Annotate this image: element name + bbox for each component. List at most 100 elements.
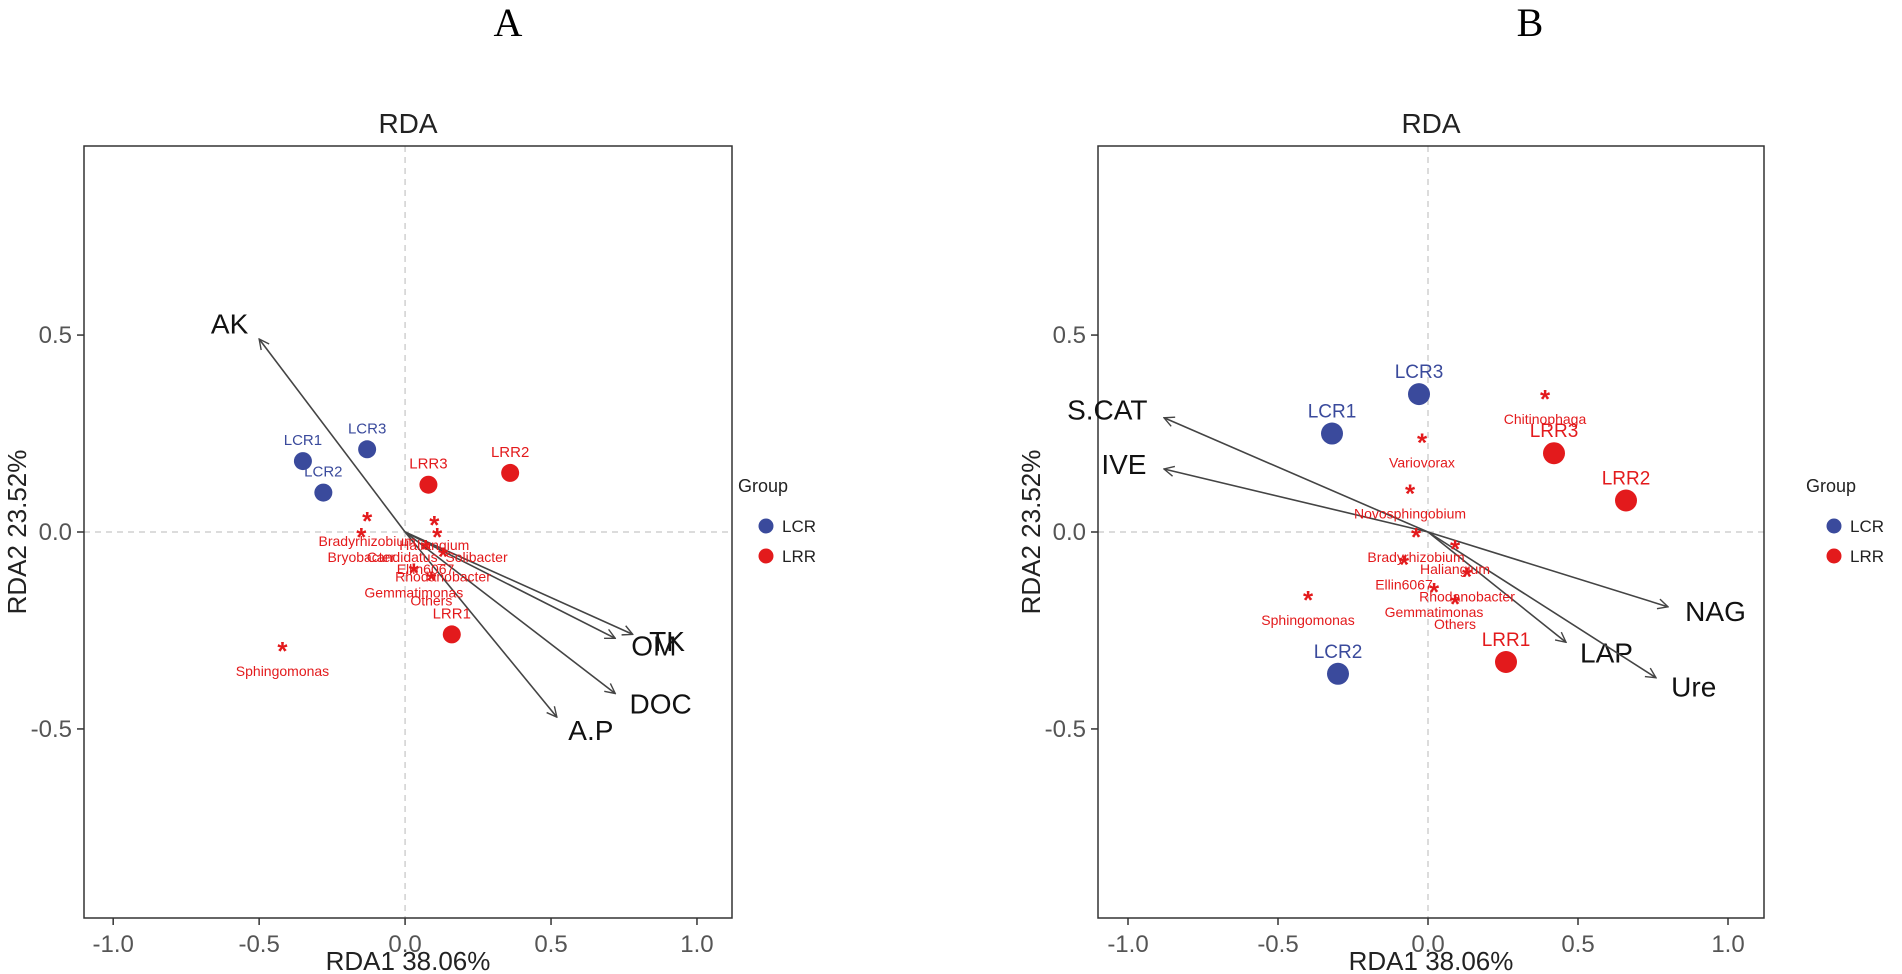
genus-label-sphingomonas: Sphingomonas bbox=[1261, 612, 1354, 628]
genus-marker-others: * bbox=[1450, 589, 1461, 619]
genus-label-novosphingobium: Novosphingobium bbox=[1354, 506, 1466, 522]
genus-marker-rhodanobacter: * bbox=[1462, 561, 1473, 591]
genus-marker-bradyrhizobium: * bbox=[362, 506, 373, 536]
panel-a-rda-plot: RDA -1.0 -0.5 0.0 0.5 1.0 0.5 0.0 -0.5 RDA1 38.06… bbox=[2, 108, 816, 974]
y-axis-title: RDA2 23.52% bbox=[2, 450, 32, 615]
env-arrow-a-p bbox=[404, 531, 557, 717]
env-arrow-ak bbox=[259, 339, 406, 533]
x-tick-label: -0.5 bbox=[1257, 931, 1298, 958]
genus-marker-chitinophaga: * bbox=[1540, 384, 1551, 414]
env-arrow-s-cat bbox=[1164, 418, 1429, 533]
legend-label-lcr: LCR bbox=[782, 517, 816, 536]
env-arrow-lap bbox=[1427, 531, 1566, 642]
genus-marker-others: * bbox=[426, 565, 437, 595]
y-axis-title: RDA2 23.52% bbox=[1016, 450, 1046, 615]
sample-point-lcr1 bbox=[293, 452, 312, 471]
x-tick-label: -0.5 bbox=[238, 931, 279, 958]
genus-marker-haliangium: * bbox=[429, 510, 440, 540]
legend-key-lrr bbox=[1826, 548, 1842, 564]
genus-label-bryobacter: Bryobacter bbox=[327, 549, 395, 565]
legend-label-lrr: LRR bbox=[782, 547, 816, 566]
genus-marker-candidatus-solibacter: * bbox=[432, 522, 443, 552]
x-tick-label: 0.5 bbox=[1561, 931, 1594, 958]
y-tick-label: 0.5 bbox=[39, 322, 72, 349]
x-axis-title: RDA1 38.06% bbox=[326, 946, 491, 974]
genus-label-haliangium: Haliangium bbox=[399, 537, 469, 553]
sample-point-lrr3 bbox=[1543, 442, 1565, 465]
genus-marker-sphingomonas: * bbox=[277, 636, 288, 666]
legend: Group LCR LRR bbox=[1806, 476, 1884, 566]
genus-label-ellin6067: Ellin6067 bbox=[397, 561, 455, 577]
genus-label-gemmatimonas: Gemmatimonas bbox=[364, 584, 463, 600]
legend-title: Group bbox=[1806, 476, 1856, 496]
legend-key-lrr bbox=[758, 548, 774, 564]
x-tick-label: 0.0 bbox=[388, 931, 421, 958]
x-tick-label: 0.5 bbox=[534, 931, 567, 958]
sample-label-lrr3: LRR3 bbox=[409, 456, 447, 473]
env-arrow-om bbox=[404, 531, 615, 640]
x-tick-label: 1.0 bbox=[1711, 931, 1744, 958]
env-arrow-ure bbox=[1427, 531, 1656, 678]
genus-label-rhodanobacter: Rhodanobacter bbox=[395, 569, 491, 585]
env-arrow-ive bbox=[1164, 469, 1429, 533]
genus-marker-rhodanobacter: * bbox=[438, 542, 449, 572]
sample-label-lcr2: LCR2 bbox=[304, 464, 342, 481]
y-tick-label: -0.5 bbox=[1045, 716, 1086, 743]
genus-marker-ellin6067: * bbox=[420, 534, 431, 564]
sample-point-lcr1 bbox=[1321, 422, 1343, 445]
genus-marker-ellin6067: * bbox=[1399, 550, 1410, 580]
genus-marker-gemmatimonas: * bbox=[1429, 577, 1440, 607]
env-arrow-label-lap: LAP bbox=[1580, 638, 1633, 669]
env-arrow-doc bbox=[404, 531, 615, 693]
env-arrow-label-s-cat: S.CAT bbox=[1067, 395, 1147, 426]
env-arrow-label-ive: IVE bbox=[1101, 449, 1146, 480]
y-tick-label: -0.5 bbox=[31, 716, 72, 743]
genus-label-bradyrhizobium: Bradyrhizobium bbox=[319, 533, 416, 549]
legend-key-lcr bbox=[758, 518, 774, 534]
plot-title: RDA bbox=[1401, 108, 1460, 139]
legend-key-lcr bbox=[1826, 518, 1842, 534]
sample-label-lrr2: LRR2 bbox=[1602, 468, 1651, 489]
sample-label-lrr2: LRR2 bbox=[491, 444, 529, 461]
sample-point-lrr2 bbox=[501, 463, 520, 482]
y-tick-label: 0.5 bbox=[1053, 322, 1086, 349]
x-axis-title: RDA1 38.06% bbox=[1349, 946, 1514, 974]
y-tick-label: 0.0 bbox=[39, 519, 72, 546]
genus-label-ellin6067: Ellin6067 bbox=[1375, 577, 1433, 593]
x-tick-label: 0.0 bbox=[1411, 931, 1444, 958]
sample-label-lcr1: LCR1 bbox=[284, 432, 322, 449]
genus-marker-gemmatimonas: * bbox=[409, 557, 420, 587]
env-arrow-label-ure: Ure bbox=[1671, 671, 1716, 702]
legend-label-lrr: LRR bbox=[1850, 547, 1884, 566]
sample-label-lcr2: LCR2 bbox=[1314, 642, 1363, 663]
x-tick-label: -1.0 bbox=[1107, 931, 1148, 958]
x-tick-label: 1.0 bbox=[680, 931, 713, 958]
env-arrow-label-ak: AK bbox=[211, 309, 249, 340]
y-tick-label: 0.0 bbox=[1053, 519, 1086, 546]
genus-label-others: Others bbox=[410, 592, 452, 608]
sample-point-lcr2 bbox=[1327, 662, 1349, 685]
env-arrow-label-doc: DOC bbox=[630, 688, 692, 719]
sample-label-lrr1: LRR1 bbox=[433, 605, 471, 622]
genus-label-gemmatimonas: Gemmatimonas bbox=[1385, 604, 1484, 620]
genus-label-rhodanobacter: Rhodanobacter bbox=[1419, 588, 1515, 604]
legend-label-lcr: LCR bbox=[1850, 517, 1884, 536]
sample-point-lcr3 bbox=[1408, 383, 1430, 406]
sample-point-lrr1 bbox=[1495, 650, 1517, 673]
genus-marker-bryobacter: * bbox=[356, 522, 367, 552]
plot-title: RDA bbox=[378, 108, 437, 139]
sample-point-lrr2 bbox=[1615, 489, 1637, 512]
genus-label-bradyrhizobium: Bradyrhizobium bbox=[1367, 549, 1464, 565]
env-arrow-tk bbox=[404, 531, 633, 634]
genus-marker-haliangium: * bbox=[1450, 534, 1461, 564]
env-arrow-label-nag: NAG bbox=[1685, 596, 1746, 627]
genus-label-variovorax: Variovorax bbox=[1389, 454, 1455, 470]
env-arrow-label-tk: TK bbox=[649, 626, 685, 657]
sample-label-lrr3: LRR3 bbox=[1530, 421, 1579, 442]
genus-label-haliangium: Haliangium bbox=[1420, 561, 1490, 577]
panel-b-rda-plot: RDA -1.0 -0.5 0.0 0.5 1.0 0.5 0.0 -0.5 RDA1 38.06… bbox=[1016, 108, 1884, 974]
env-arrow-nag bbox=[1427, 531, 1668, 607]
genus-label-sphingomonas: Sphingomonas bbox=[236, 663, 329, 679]
genus-label-candidatus-solibacter: Candidatus_Solibacter bbox=[367, 549, 508, 565]
